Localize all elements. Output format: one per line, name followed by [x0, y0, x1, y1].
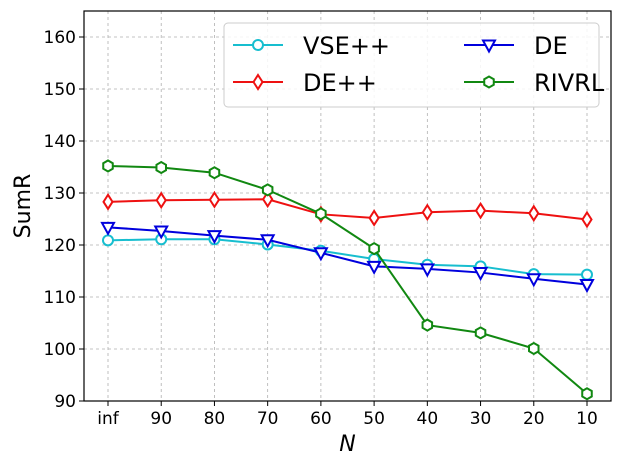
series-vseplusplus-point [102, 234, 114, 247]
x-tick-label: 70 [257, 409, 279, 429]
x-tick-label: 50 [363, 409, 385, 429]
legend: VSE++ DE++ DE RIVRL [223, 22, 605, 108]
y-tick-label: 90 [54, 392, 76, 412]
series-rivrl-point [581, 387, 593, 401]
plot-frame [83, 10, 612, 402]
series-rivrl-point [155, 160, 167, 175]
x-tick-label: 60 [310, 409, 332, 429]
series-de-point [366, 260, 382, 275]
x-tick-label: 30 [470, 409, 492, 429]
series-rivrl-point [528, 341, 540, 356]
series-de-point [526, 273, 542, 288]
series-deplusplus-point [421, 203, 434, 222]
y-tick-label: 130 [44, 184, 76, 204]
series-deplusplus-point [474, 201, 487, 220]
series-vseplusplus [102, 233, 593, 281]
y-axis-label: SumR [11, 174, 36, 239]
series-deplusplus-point [581, 210, 593, 229]
y-tick-label: 160 [44, 28, 76, 48]
series-de-line [107, 226, 588, 286]
series-rivrl-point [474, 326, 487, 340]
series-rivrl-point [102, 159, 114, 173]
series-de-point [419, 263, 436, 278]
x-tick-label: 90 [150, 409, 172, 429]
series-de [100, 221, 595, 294]
y-tick-label: 110 [44, 288, 76, 308]
series-de-point [313, 247, 329, 262]
series-deplusplus-line [107, 198, 588, 221]
series-deplusplus [102, 190, 593, 229]
series-de-point [100, 221, 116, 236]
x-tick-label: 10 [576, 409, 598, 429]
legend-marker [252, 39, 264, 51]
y-tick-label: 150 [44, 80, 76, 100]
legend-label: DE [534, 32, 568, 60]
series-layer [100, 159, 595, 401]
series-de-point [579, 279, 595, 294]
series-de-point [153, 225, 169, 240]
x-tick-label: 20 [523, 409, 545, 429]
legend-marker [483, 75, 495, 89]
series-rivrl-point [368, 241, 380, 256]
legend-item-rivrl: RIVRL [464, 69, 605, 97]
y-tick-label: 120 [44, 236, 76, 256]
y-tick-label: 140 [44, 132, 76, 152]
series-rivrl [102, 159, 593, 401]
legend-label: VSE++ [303, 32, 390, 60]
series-deplusplus-point [155, 191, 167, 210]
series-vseplusplus-point [581, 268, 593, 281]
y-tick-label: 100 [44, 340, 76, 360]
series-deplusplus-point [102, 192, 114, 211]
series-rivrl-point [315, 207, 327, 221]
x-tick-label: 40 [417, 409, 439, 429]
series-deplusplus-point [208, 190, 221, 209]
series-rivrl-line [107, 164, 588, 395]
series-de-point [259, 234, 276, 249]
legend-item-de: DE [464, 32, 568, 60]
legend-item-deplusplus: DE++ [233, 69, 377, 97]
series-rivrl-point [261, 183, 274, 197]
legend-label: RIVRL [534, 69, 605, 97]
series-rivrl-point [208, 166, 221, 180]
legend-item-vseplusplus: VSE++ [233, 32, 390, 60]
x-tick-label: inf [97, 409, 119, 429]
legend-label: DE++ [303, 69, 377, 97]
legend-marker [481, 39, 497, 54]
series-de-point [206, 230, 223, 245]
series-deplusplus-point [261, 190, 274, 209]
series-deplusplus-point [368, 209, 380, 227]
series-rivrl-point [421, 318, 434, 332]
series-deplusplus-point [528, 204, 540, 223]
x-axis-label: N [339, 432, 355, 457]
series-vseplusplus-line [107, 238, 588, 276]
legend-marker [252, 73, 264, 91]
ticks: inf 90 80 70 60 50 40 30 20 10 90 100 110 120 130 140 15… [44, 28, 598, 429]
x-tick-label: 80 [204, 409, 226, 429]
series-de-point [472, 267, 489, 282]
